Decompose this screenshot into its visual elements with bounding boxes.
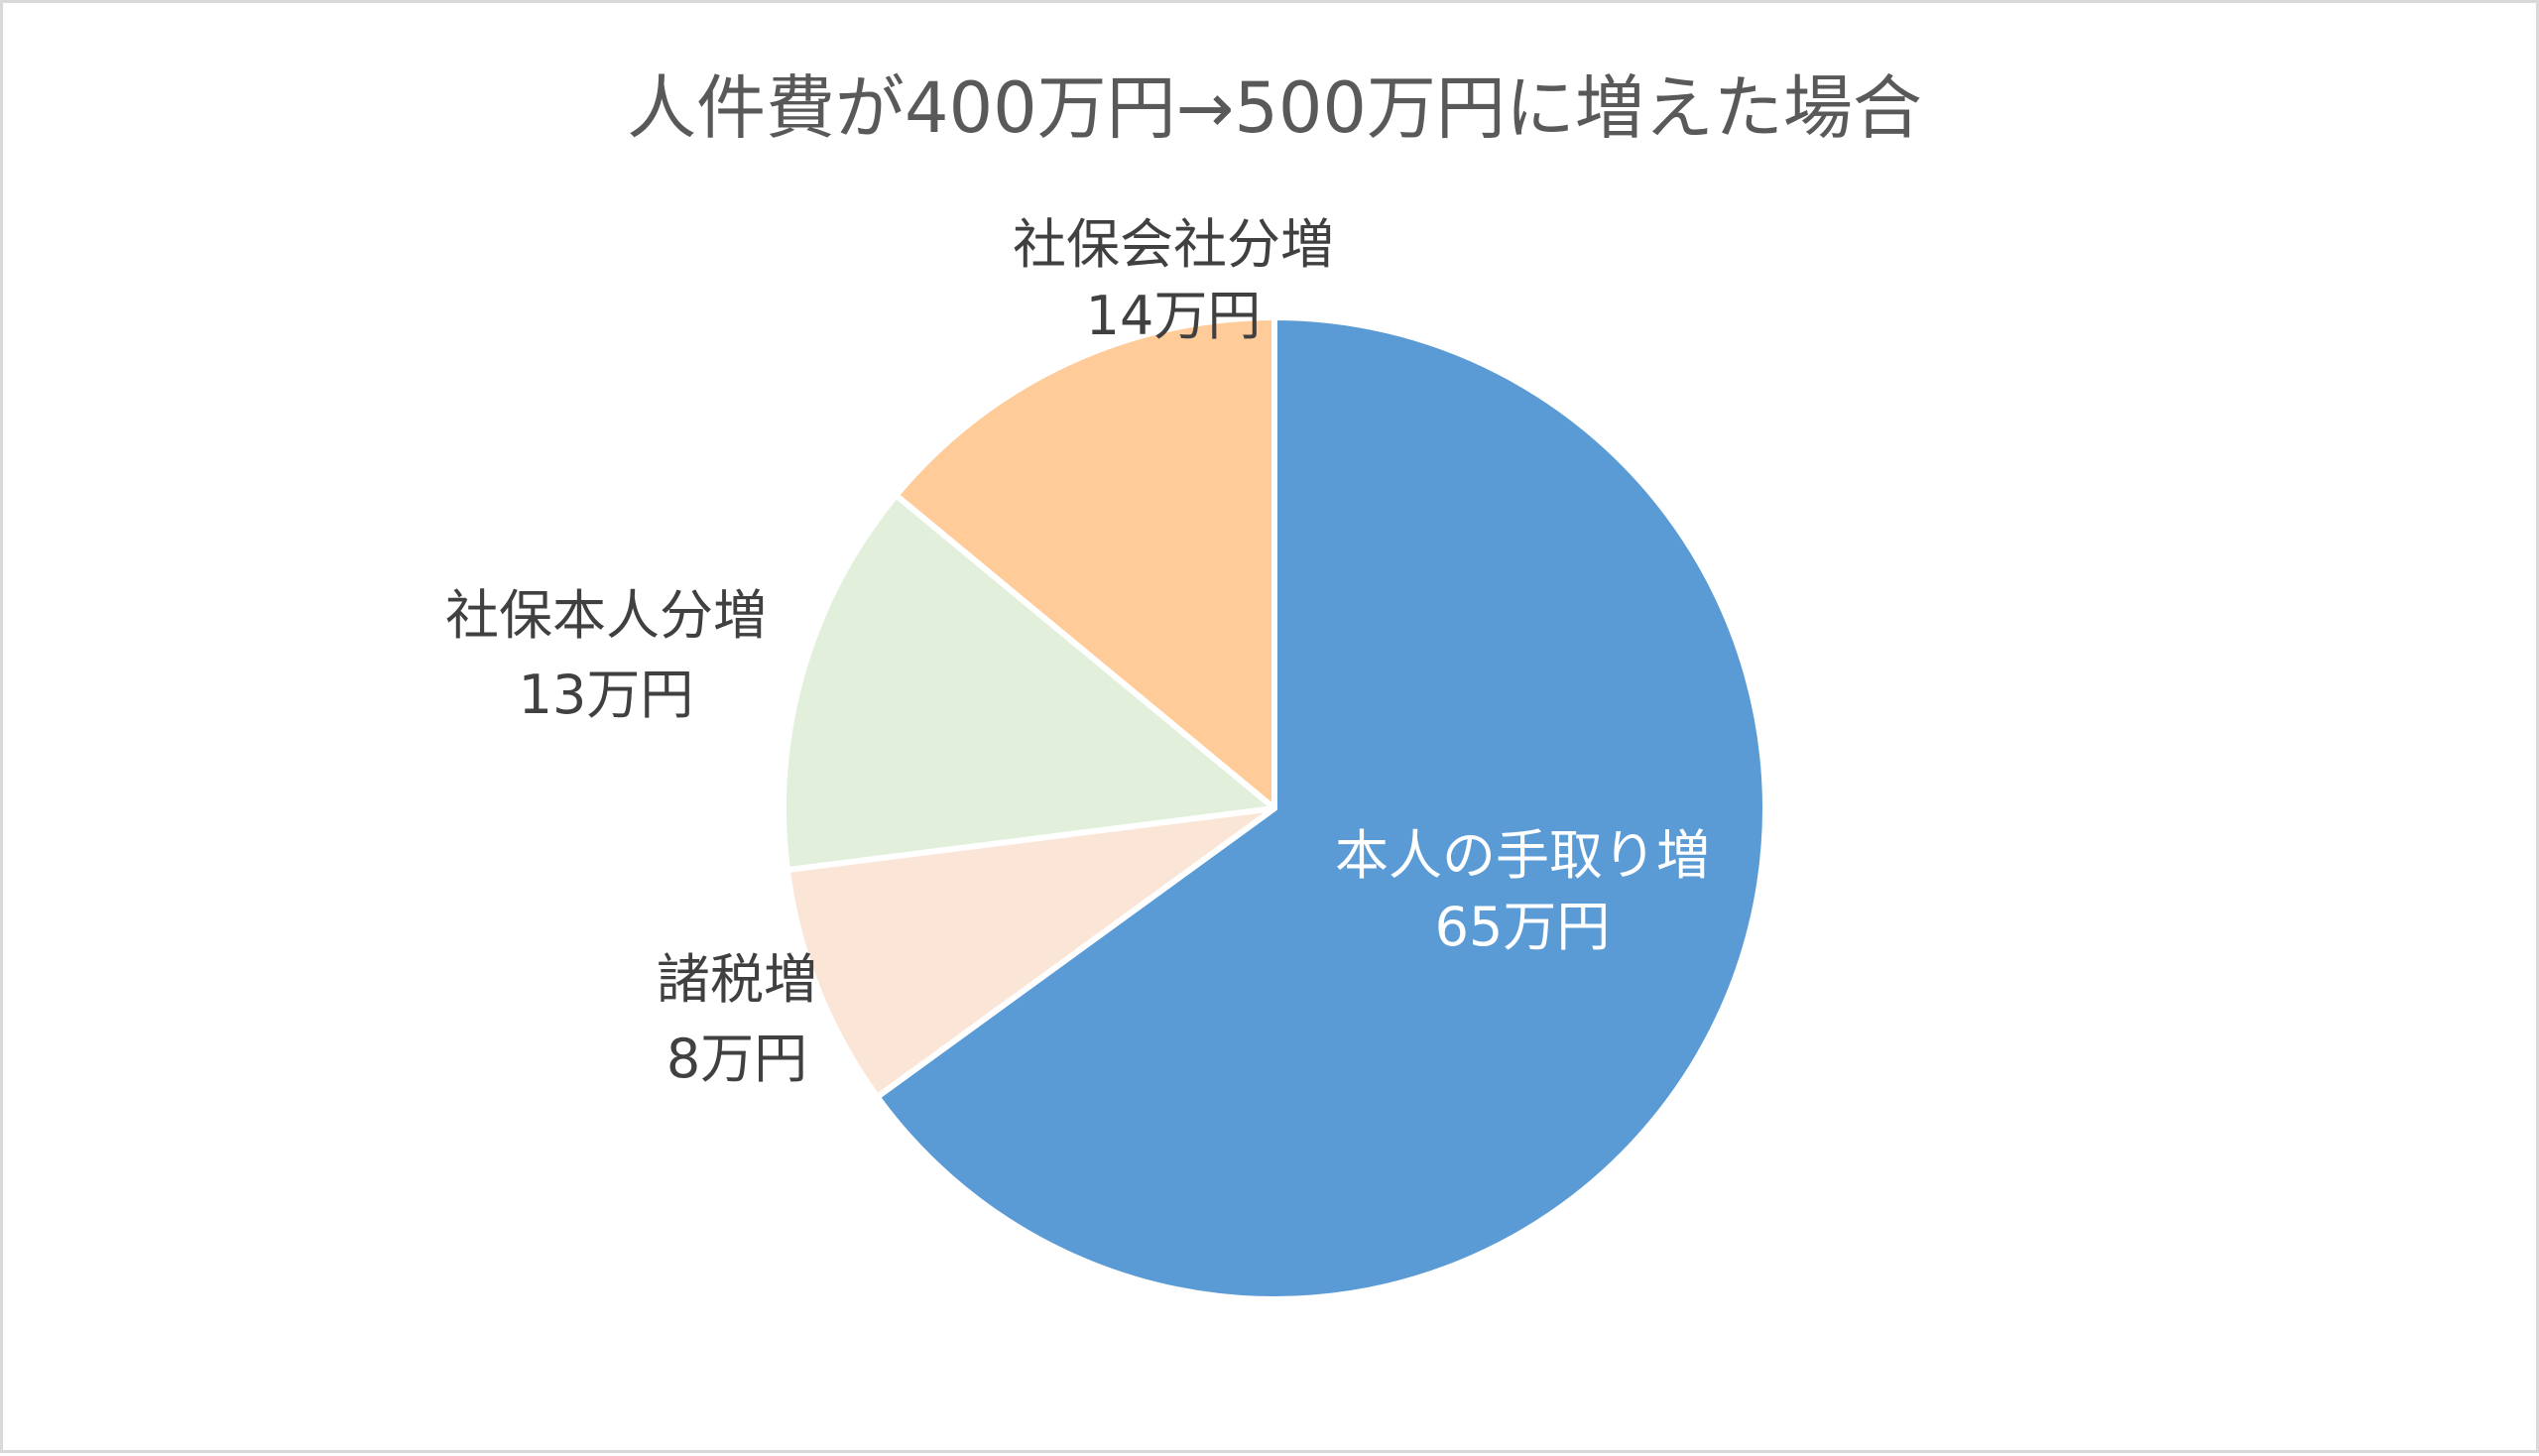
- slice-value-label: 14万円: [1086, 285, 1262, 347]
- pie-slice: [781, 492, 1277, 874]
- pie-slice: [784, 805, 1277, 1100]
- slice-name-label: 社保会社分増: [1013, 213, 1334, 276]
- pie-slice: [874, 314, 1768, 1302]
- slice-value-label: 13万円: [519, 664, 694, 726]
- chart-title: 人件費が400万円→500万円に増えた場合: [627, 67, 1922, 149]
- pie-slices: [781, 314, 1768, 1302]
- slice-name-label: 本人の手取り増: [1335, 824, 1710, 887]
- slice-value-label: 8万円: [666, 1028, 807, 1090]
- slice-value-label: 65万円: [1435, 896, 1611, 958]
- slice-name-label: 諸税増: [657, 948, 817, 1011]
- slice-name-label: 社保本人分増: [445, 584, 767, 647]
- pie-slice: [893, 314, 1277, 811]
